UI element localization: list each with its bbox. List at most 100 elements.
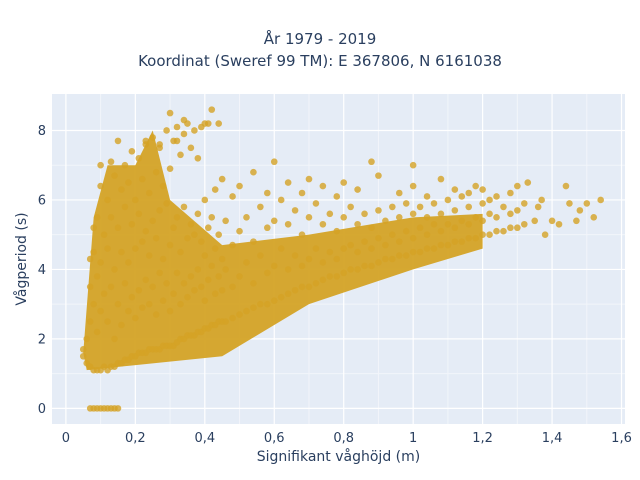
scatter-point (166, 165, 174, 172)
scatter-point (132, 196, 139, 204)
scatter-point (208, 262, 216, 270)
scatter-point (114, 224, 122, 232)
scatter-point (211, 186, 219, 193)
x-tick-label: 1,2 (472, 431, 493, 446)
scatter-point (270, 158, 278, 166)
scatter-point (486, 231, 493, 238)
scatter-point (409, 161, 417, 169)
scatter-point (333, 193, 341, 200)
scatter-point (156, 141, 163, 148)
scatter-point (409, 234, 417, 242)
scatter-point (107, 283, 115, 291)
scatter-point (215, 273, 222, 280)
scatter-point (250, 168, 257, 176)
y-tick-label: 2 (38, 332, 46, 347)
scatter-point (93, 328, 101, 336)
scatter-point (514, 207, 521, 214)
scatter-point (187, 144, 195, 152)
scatter-point (368, 262, 375, 270)
scatter-point (236, 227, 243, 235)
scatter-point (375, 172, 382, 179)
scatter-point (170, 224, 177, 232)
scatter-point (507, 189, 514, 197)
scatter-point (423, 193, 431, 200)
x-tick-label: 1,6 (611, 431, 632, 446)
scatter-point (163, 280, 170, 287)
y-axis-ticks: 0 2 4 6 8 (38, 124, 46, 417)
scatter-point (555, 220, 563, 228)
scatter-point (277, 245, 285, 252)
scatter-point (166, 241, 174, 249)
scatter-point (566, 200, 573, 207)
scatter-point (152, 234, 160, 242)
scatter-point (118, 248, 125, 256)
scatter-point (222, 217, 229, 225)
scatter-point (531, 217, 539, 225)
scatter-point (361, 210, 368, 218)
scatter-point (177, 248, 184, 256)
chart-title: År 1979 - 2019 (263, 30, 377, 48)
scatter-point (402, 200, 410, 207)
scatter-point (326, 210, 334, 218)
scatter-point (180, 203, 188, 211)
scatter-point (583, 200, 591, 207)
scatter-point (354, 266, 361, 273)
scatter-point (409, 210, 417, 218)
scatter-point (201, 297, 209, 304)
scatter-point (173, 123, 181, 131)
scatter-point (135, 286, 143, 294)
scatter-point (479, 231, 486, 238)
scatter-point (86, 318, 94, 325)
scatter-point (416, 224, 424, 232)
scatter-point (541, 231, 549, 238)
scatter-point (305, 175, 313, 183)
scatter-point (340, 269, 348, 277)
scatter-point (395, 189, 403, 197)
scatter-point (222, 318, 229, 325)
scatter-point (173, 137, 181, 145)
scatter-point (180, 116, 188, 124)
scatter-point (191, 127, 198, 134)
scatter-point (250, 238, 257, 245)
scatter-point (354, 248, 361, 256)
scatter-point (138, 304, 146, 311)
scatter-point (111, 266, 118, 273)
scatter-point (118, 321, 125, 329)
scatter-point (218, 286, 226, 294)
scatter-point (215, 120, 222, 127)
scatter-point (142, 276, 150, 284)
scatter-point (493, 214, 500, 221)
scatter-point (375, 234, 382, 242)
scatter-point (451, 207, 459, 214)
scatter-point (145, 189, 153, 197)
scatter-point (250, 304, 257, 311)
scatter-point (229, 283, 236, 291)
scatter-point (156, 269, 163, 277)
scatter-point (97, 307, 104, 315)
scatter-point (458, 193, 466, 200)
y-tick-label: 4 (38, 263, 46, 278)
x-axis-ticks: 0 0,2 0,4 0,6 0,8 1 1,2 1,4 1,6 (62, 431, 632, 446)
scatter-point (104, 196, 111, 204)
scatter-point (277, 196, 285, 204)
scatter-point (229, 193, 236, 200)
scatter-point (142, 137, 150, 145)
scatter-point (121, 280, 129, 287)
scatter-point (187, 220, 195, 228)
scatter-point (97, 259, 104, 266)
scatter-point (194, 210, 202, 218)
scatter-point (128, 293, 136, 301)
scatter-point (437, 210, 445, 218)
scatter-point (520, 200, 528, 207)
scatter-point (538, 196, 545, 204)
scatter-point (486, 196, 493, 204)
scatter-point (562, 182, 570, 190)
scatter-point (291, 252, 299, 259)
scatter-point (375, 207, 382, 214)
scatter-point (270, 297, 278, 304)
scatter-point (354, 186, 361, 193)
scatter-point (93, 214, 101, 221)
scatter-point (389, 231, 396, 238)
scatter-point (125, 307, 132, 315)
scatter-point (409, 248, 417, 256)
